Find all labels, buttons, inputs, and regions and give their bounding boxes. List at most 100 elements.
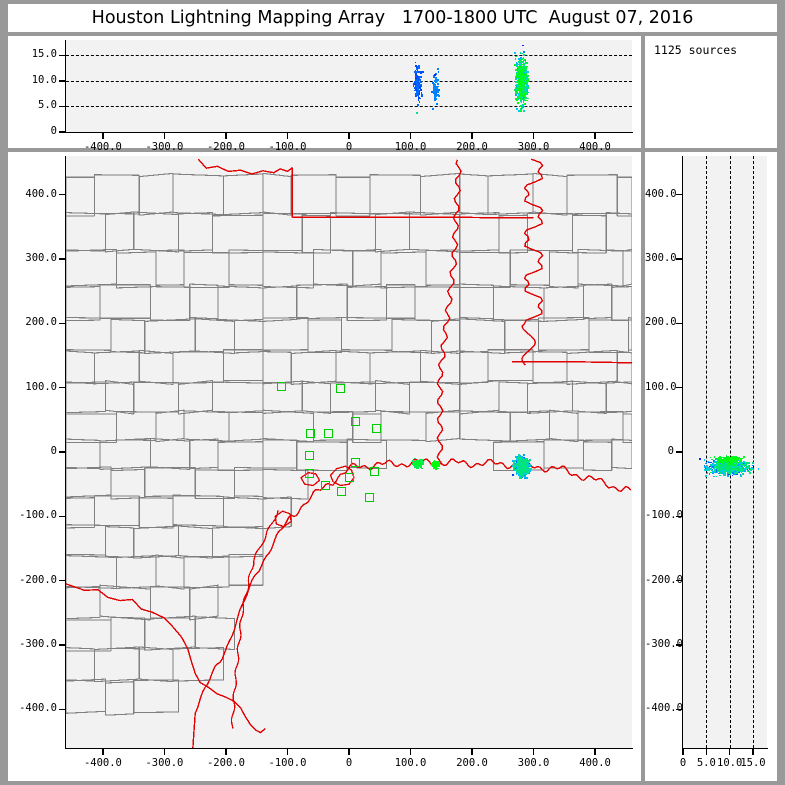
county-boundary [155, 249, 185, 286]
lightning-source [523, 466, 526, 468]
lightning-source [738, 470, 741, 473]
lightning-source [416, 78, 419, 81]
y-tick-label: 0 [50, 125, 57, 137]
county-boundary [217, 441, 264, 472]
lightning-source [748, 466, 750, 469]
county-boundary [133, 679, 180, 714]
lightning-source [725, 457, 727, 459]
lightning-source [432, 466, 435, 469]
map-plot-area [66, 156, 632, 748]
lightning-source [523, 457, 526, 460]
lightning-source [522, 463, 525, 466]
x-tick [286, 133, 289, 139]
x-axis-line [65, 132, 633, 134]
lightning-source [748, 467, 751, 470]
county-boundary [380, 251, 427, 289]
lightning-source [435, 87, 438, 90]
lightning-source [417, 466, 420, 469]
lightning-source [515, 81, 518, 84]
lightning-source [516, 107, 518, 110]
lightning-source [517, 67, 520, 70]
lightning-source [520, 82, 523, 85]
county-boundary [414, 286, 461, 322]
lightning-source [517, 472, 519, 475]
lightning-source [411, 459, 414, 462]
x-tick-label: -200.0 [206, 141, 245, 153]
county-boundary [183, 555, 230, 589]
lightning-source [523, 59, 525, 62]
lightning-source [519, 477, 522, 479]
county-boundary [189, 438, 219, 470]
lightning-source [714, 464, 717, 467]
county-boundary [211, 214, 264, 254]
lightning-source [520, 72, 523, 75]
lightning-source [523, 51, 526, 54]
lightning-source [523, 70, 526, 72]
top-plot-area [66, 40, 632, 132]
lightning-source [523, 66, 525, 69]
lightning-source [516, 83, 519, 86]
y-tick-label: -200.0 [645, 573, 683, 586]
lightning-source [720, 469, 723, 472]
county-boundary [335, 176, 371, 217]
lightning-source [720, 465, 722, 468]
lightning-source [415, 87, 418, 90]
lightning-source [722, 459, 725, 461]
lightning-source [706, 472, 709, 475]
lightning-source [415, 95, 417, 98]
lightning-source [434, 99, 436, 102]
lightning-source [523, 94, 526, 97]
source-count-label: 1125 sources [654, 43, 738, 57]
x-tick-label: 100.0 [394, 757, 427, 769]
lightning-source [416, 79, 418, 82]
y-tick [59, 451, 66, 453]
altitude-vs-north-south-panel: -400.0 -300.0 -200.0 -100.0 0 100.0 200.0 300.0… [645, 152, 777, 781]
lightning-source [722, 469, 724, 472]
lightning-source [519, 51, 522, 54]
mississippi-river-border [521, 158, 544, 366]
y-tick-label: 5.0 [38, 99, 57, 112]
lightning-source [516, 92, 518, 94]
lightning-source [743, 456, 745, 459]
lightning-source [522, 82, 525, 84]
lightning-source [417, 84, 420, 87]
lightning-source [519, 70, 521, 73]
lightning-source [419, 72, 422, 75]
texas-north-border [197, 158, 293, 175]
x-tick [225, 749, 227, 755]
lightning-source [513, 468, 516, 471]
lma-station-marker [371, 423, 381, 433]
lightning-source [741, 467, 744, 469]
lightning-source [527, 468, 529, 471]
county-boundary [262, 468, 309, 500]
lightning-source [715, 466, 717, 468]
lightning-source [746, 470, 749, 472]
lightning-source [730, 461, 733, 463]
county-boundary [93, 495, 140, 526]
lightning-source [708, 472, 711, 475]
lightning-source [524, 476, 526, 478]
lightning-source [517, 88, 520, 91]
lightning-source [414, 61, 417, 64]
lightning-source [752, 467, 754, 470]
lightning-source [747, 462, 750, 464]
lightning-source [416, 87, 419, 90]
gridline [729, 156, 731, 748]
lightning-source [738, 466, 740, 469]
lightning-source [723, 469, 726, 471]
lightning-source [713, 456, 716, 459]
county-boundary [149, 286, 191, 322]
y-tick-label: -100.0 [19, 509, 57, 522]
lightning-source [418, 67, 420, 70]
county-boundary [99, 437, 151, 470]
lightning-source [716, 471, 719, 474]
y-tick [676, 451, 683, 453]
corpus-christi-bay [274, 510, 292, 528]
county-boundary [419, 172, 461, 216]
lightning-source [434, 83, 436, 86]
lightning-source [737, 468, 740, 471]
lightning-source [738, 468, 741, 471]
county-boundary [234, 466, 264, 497]
county-boundary [66, 647, 95, 682]
county-boundary [172, 647, 225, 682]
